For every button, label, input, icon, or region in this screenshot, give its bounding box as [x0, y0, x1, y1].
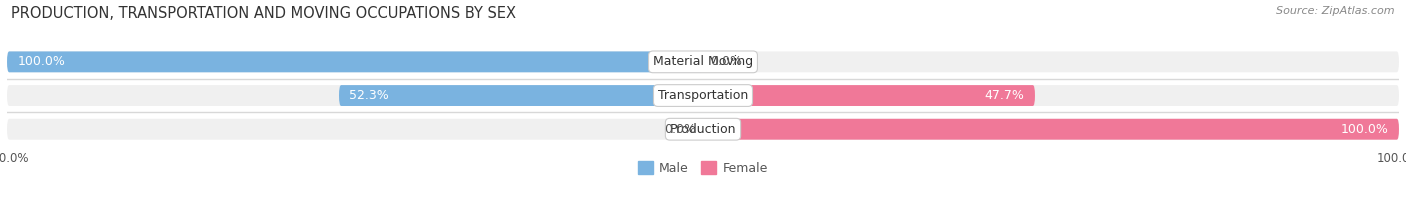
Text: 100.0%: 100.0%: [1341, 123, 1389, 136]
FancyBboxPatch shape: [339, 85, 703, 106]
FancyBboxPatch shape: [7, 85, 1399, 106]
Text: 100.0%: 100.0%: [17, 55, 65, 68]
Text: 0.0%: 0.0%: [664, 123, 696, 136]
FancyBboxPatch shape: [7, 51, 1399, 72]
Text: PRODUCTION, TRANSPORTATION AND MOVING OCCUPATIONS BY SEX: PRODUCTION, TRANSPORTATION AND MOVING OC…: [11, 6, 516, 21]
Text: Material Moving: Material Moving: [652, 55, 754, 68]
Text: 52.3%: 52.3%: [350, 89, 389, 102]
Legend: Male, Female: Male, Female: [638, 161, 768, 175]
FancyBboxPatch shape: [703, 119, 1399, 140]
Text: Source: ZipAtlas.com: Source: ZipAtlas.com: [1277, 6, 1395, 16]
FancyBboxPatch shape: [7, 51, 703, 72]
Text: 47.7%: 47.7%: [984, 89, 1025, 102]
FancyBboxPatch shape: [703, 85, 1035, 106]
Text: 0.0%: 0.0%: [710, 55, 742, 68]
Text: Production: Production: [669, 123, 737, 136]
FancyBboxPatch shape: [7, 119, 1399, 140]
Text: Transportation: Transportation: [658, 89, 748, 102]
